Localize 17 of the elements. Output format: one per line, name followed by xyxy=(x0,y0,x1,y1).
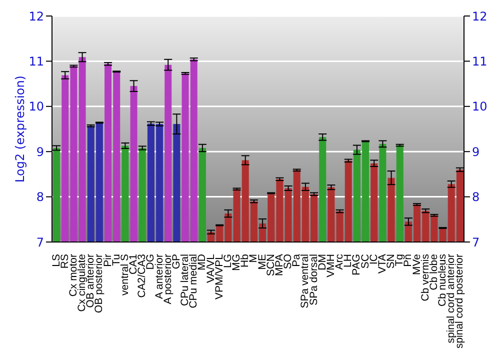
y-tick-label: 10 xyxy=(28,100,44,114)
y2-tick-label: 12 xyxy=(472,9,488,24)
y2-tick-label: 9 xyxy=(472,144,480,159)
y-tick-label: 12 xyxy=(28,9,44,24)
y2-tick-label: 8 xyxy=(472,190,480,204)
y-tick-label: 9 xyxy=(36,144,44,159)
x-tick-label: RS xyxy=(58,254,71,269)
y-tick-label: 7 xyxy=(36,235,44,250)
x-tick-label: Tg xyxy=(394,254,406,266)
x-tick-label: A posterior xyxy=(162,254,174,304)
y-axis-title: Log2 (expression) xyxy=(13,76,27,182)
y2-tick-label: 11 xyxy=(472,54,488,68)
y-tick-label: 8 xyxy=(36,190,44,204)
x-tick-label: DG xyxy=(144,254,157,270)
y2-tick-label: 10 xyxy=(472,100,488,114)
y-tick-label: 11 xyxy=(28,54,44,68)
y2-tick-label: 7 xyxy=(472,235,480,250)
